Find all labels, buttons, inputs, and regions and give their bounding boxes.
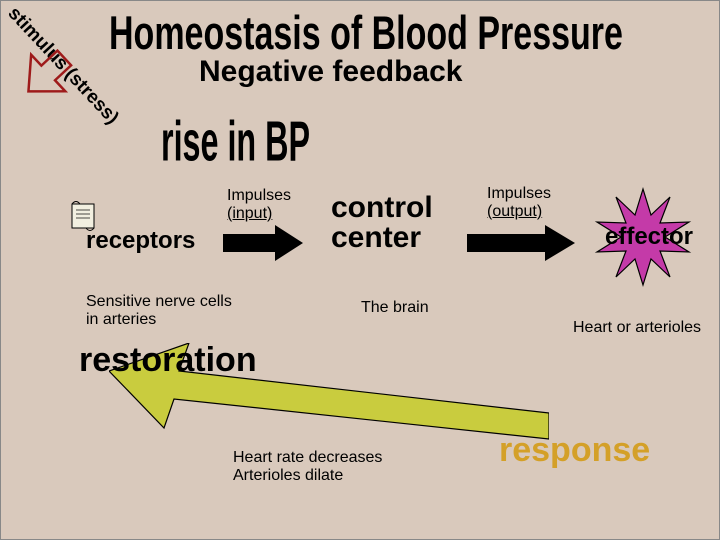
sensitive-cells-label: Sensitive nerve cells in arteries — [86, 293, 232, 330]
sensitive-cells-line1: Sensitive nerve cells — [86, 293, 232, 311]
rise-in-bp-label: rise in BP — [161, 111, 310, 176]
impulses-output-line2: (output) — [487, 203, 551, 221]
heart-rate-line2: Arterioles dilate — [233, 467, 382, 485]
control-center-line1: control — [331, 193, 433, 223]
effector-label: effector — [605, 223, 693, 251]
arrow-right-icon — [467, 225, 575, 261]
impulses-output-line1: Impulses — [487, 185, 551, 203]
impulses-input-line2: (input) — [227, 205, 291, 223]
impulses-output-label: Impulses (output) — [487, 185, 551, 220]
impulses-input-line1: Impulses — [227, 187, 291, 205]
stimulus-arrow-icon — [2, 30, 91, 119]
the-brain-label: The brain — [361, 299, 429, 317]
response-label: response — [499, 431, 650, 470]
sensitive-cells-line2: in arteries — [86, 311, 232, 329]
control-center-label: control center — [331, 193, 433, 253]
heart-rate-line1: Heart rate decreases — [233, 449, 382, 467]
page-title: Homeostasis of Blood Pressure — [109, 7, 623, 62]
control-center-line2: center — [331, 223, 433, 253]
subtitle: Negative feedback — [199, 55, 462, 89]
heart-arterioles-label: Heart or arterioles — [573, 319, 701, 337]
impulses-input-label: Impulses (input) — [227, 187, 291, 222]
restoration-label: restoration — [79, 341, 257, 380]
heart-rate-label: Heart rate decreases Arterioles dilate — [233, 449, 382, 486]
receptors-label: receptors — [86, 227, 195, 255]
arrow-right-icon — [223, 225, 303, 261]
